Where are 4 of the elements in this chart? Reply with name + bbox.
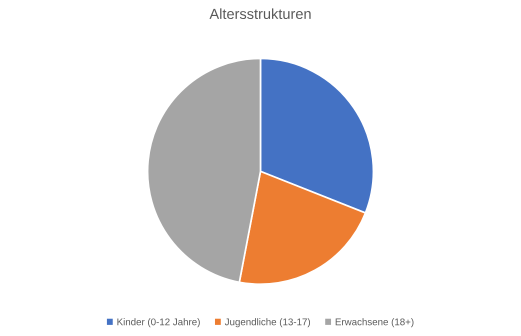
- legend-label: Jugendliche (13-17): [224, 318, 310, 328]
- legend-label: Kinder (0-12 Jahre): [117, 318, 200, 328]
- chart-title: Altersstrukturen: [209, 8, 311, 20]
- legend-label: Erwachsene (18+): [336, 318, 414, 328]
